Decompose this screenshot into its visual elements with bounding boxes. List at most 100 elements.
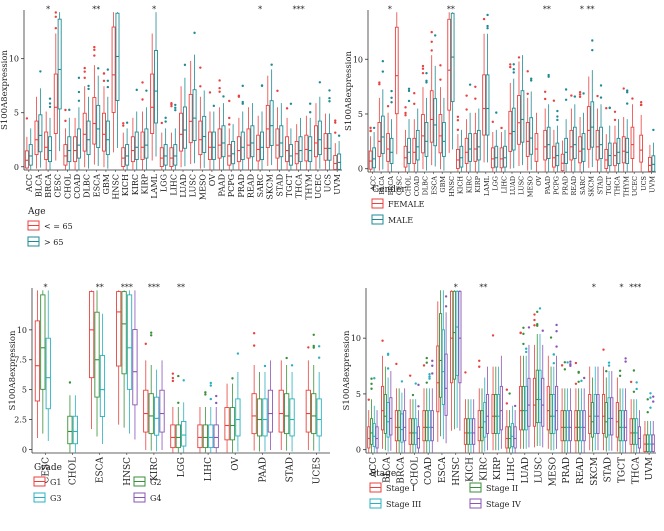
box-Stage-III-TGCT: [621, 388, 625, 453]
box--65-COAD: [76, 76, 81, 170]
significance-label: **: [447, 5, 455, 14]
box-Stage-IV-CHOL: [416, 383, 421, 453]
x-tick-label: ESCA: [92, 174, 101, 197]
outlier-point: [97, 67, 100, 70]
box-Stage-IV-KICH: [472, 399, 476, 453]
outlier-point: [509, 63, 512, 66]
x-tick-label: LUAD: [179, 174, 188, 198]
box--65-PRAD: [236, 94, 241, 170]
box-Stage-I-LIHC: [505, 388, 509, 453]
outlier-point: [421, 71, 425, 75]
box-FEMALE-CHOL: [403, 106, 408, 172]
box-G2-STAD: [284, 356, 290, 451]
outlier-point: [649, 406, 652, 409]
box--65-KIRP: [140, 81, 145, 170]
box-Stage-IV-SKCM: [596, 366, 600, 451]
outlier-point: [486, 13, 489, 17]
outlier-point: [328, 89, 331, 92]
outlier-point: [183, 63, 187, 67]
x-tick-label: STAD: [604, 457, 614, 482]
x-tick-label: BRCA: [44, 174, 53, 198]
box--65-DLBC: [82, 66, 87, 168]
box-Stage-I-CHOL: [408, 374, 412, 453]
box--65-STAD: [279, 103, 284, 170]
box-FEMALE-THYM: [621, 87, 626, 172]
x-tick-label: LGG: [177, 457, 187, 477]
outlier-point: [68, 108, 71, 112]
outlier-point: [25, 117, 29, 120]
outlier-point: [171, 376, 175, 380]
outlier-point: [508, 392, 511, 395]
box-FEMALE-TGCT: [604, 107, 609, 172]
significance-label: ***: [293, 5, 305, 14]
box-Stage-III-COAD: [427, 373, 432, 453]
outlier-point: [563, 361, 567, 364]
outlier-point: [577, 371, 580, 374]
outlier-point: [54, 27, 57, 30]
outlier-point: [102, 72, 106, 75]
outlier-point: [369, 129, 372, 133]
box-Stage-IV-LUAD: [527, 326, 531, 448]
x-tick-label: OV: [208, 174, 217, 186]
outlier-point: [505, 388, 509, 391]
box-G1-ESCA: [88, 290, 95, 430]
outlier-point: [428, 375, 431, 378]
outlier-point: [378, 81, 381, 84]
box-G3-OV: [235, 352, 241, 452]
outlier-point: [526, 92, 529, 95]
box--65-OV: [207, 91, 212, 170]
box-MALE-LUSC: [520, 55, 525, 166]
box--65-CESC: [57, 12, 62, 152]
outlier-point: [270, 63, 273, 66]
outlier-point: [555, 329, 558, 333]
box--65-MESO: [202, 90, 207, 168]
x-tick-label: LIHC: [204, 457, 214, 481]
outlier-point: [160, 121, 163, 125]
box--65-KICH: [121, 122, 126, 170]
box--65-LUSC: [188, 60, 193, 165]
box--65-SARC: [260, 84, 265, 170]
box-Stage-IV-MESO: [555, 323, 559, 449]
outlier-point: [580, 379, 583, 383]
outlier-point: [204, 393, 207, 396]
x-tick-label: OV: [535, 176, 543, 186]
box-FEMALE-THCA: [613, 110, 617, 172]
box-Stage-I-TGCT: [615, 377, 619, 452]
box-MALE-THYM: [625, 89, 630, 172]
y-tick-label: 0: [22, 445, 27, 454]
x-tick-label: ACC: [369, 457, 379, 478]
outlier-point: [390, 96, 393, 99]
box-MALE-PAAD: [546, 73, 551, 172]
legend-A: Age < = 65 > 65: [27, 207, 73, 247]
outlier-point: [421, 64, 425, 68]
outlier-point: [87, 87, 90, 91]
box-MALE-MESO: [529, 77, 534, 170]
outlier-point: [93, 48, 96, 52]
outlier-point: [632, 369, 636, 372]
x-tick-label: UCS: [324, 174, 333, 192]
box--65-SKCM: [269, 63, 274, 166]
legend-label: > 65: [44, 238, 63, 247]
x-tick-label: UCEC: [314, 174, 323, 199]
outlier-point: [582, 92, 585, 95]
outlier-point: [83, 70, 86, 73]
box-Stage-I-COAD: [422, 364, 426, 453]
x-tick-label: LUSC: [518, 176, 526, 195]
x-tick-label: KICH: [466, 457, 476, 482]
significance-label: **: [543, 5, 551, 14]
legend-label: MALE: [388, 216, 413, 225]
box-Stage-III-ESCA: [441, 290, 445, 440]
outlier-point: [512, 68, 515, 71]
significance-label: **: [92, 5, 100, 14]
significance-label: **: [96, 283, 104, 292]
outlier-point: [652, 128, 655, 132]
box-Stage-III-MESO: [552, 353, 556, 451]
outlier-point: [209, 381, 212, 385]
outlier-point: [64, 119, 67, 123]
box-Stage-I-KIRP: [491, 334, 495, 451]
box--65-SKCM: [265, 75, 270, 166]
box--65-DLBC: [86, 84, 91, 169]
box-FEMALE-BRCA: [386, 105, 390, 172]
legend-label: G3: [50, 494, 61, 503]
x-tick-label: HNSC: [452, 457, 462, 486]
